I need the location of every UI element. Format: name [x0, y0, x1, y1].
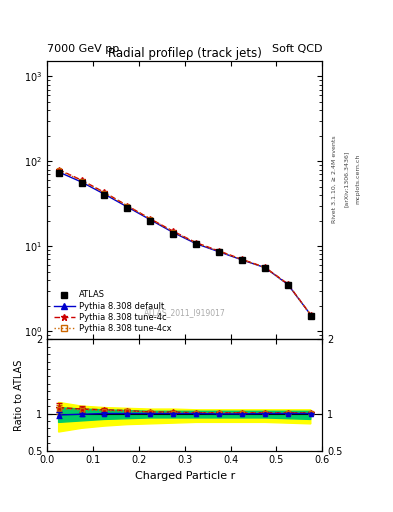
Text: Soft QCD: Soft QCD [272, 44, 322, 54]
Text: mcplots.cern.ch: mcplots.cern.ch [356, 154, 361, 204]
Text: 7000 GeV pp: 7000 GeV pp [47, 44, 119, 54]
Legend: ATLAS, Pythia 8.308 default, Pythia 8.308 tune-4c, Pythia 8.308 tune-4cx: ATLAS, Pythia 8.308 default, Pythia 8.30… [51, 288, 174, 335]
Title: Radial profileρ (track jets): Radial profileρ (track jets) [108, 47, 262, 60]
Y-axis label: Ratio to ATLAS: Ratio to ATLAS [14, 359, 24, 431]
Text: ATLAS_2011_I919017: ATLAS_2011_I919017 [144, 308, 226, 317]
X-axis label: Charged Particle r: Charged Particle r [134, 471, 235, 481]
Polygon shape [59, 402, 311, 432]
Text: Rivet 3.1.10, ≥ 2.4M events: Rivet 3.1.10, ≥ 2.4M events [332, 135, 337, 223]
Text: [arXiv:1306.3436]: [arXiv:1306.3436] [344, 151, 349, 207]
Polygon shape [59, 408, 311, 422]
